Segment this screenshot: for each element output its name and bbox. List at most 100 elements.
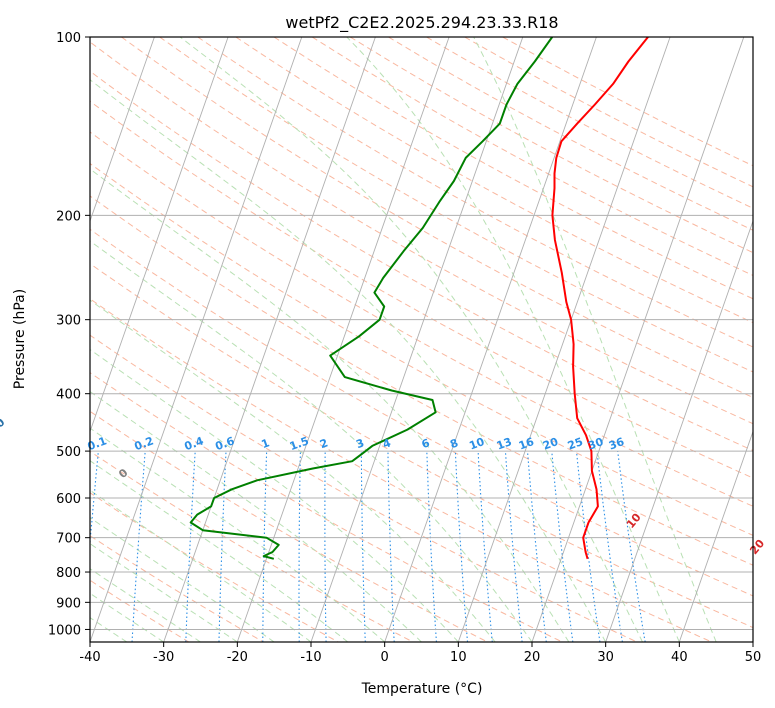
moist-adiabat-label: 20	[747, 537, 767, 557]
isotherm-line	[90, 37, 303, 642]
mixing-ratio-label: 25	[566, 435, 585, 452]
x-tick-label: -20	[227, 650, 248, 665]
dry-adiabat-line	[90, 263, 753, 629]
y-tick-label: 1000	[48, 623, 81, 638]
dry-adiabat-line	[90, 195, 753, 566]
chart-title: wetPf2_C2E2.2025.294.23.33.R18	[285, 13, 558, 33]
dry-adiabat-line	[159, 37, 753, 373]
mixing-ratio-line	[617, 451, 646, 642]
moist-adiabat-line	[90, 517, 275, 642]
moist-adiabat-line	[346, 37, 680, 642]
mixing-ratio-label: 1	[260, 436, 272, 451]
mixing-ratio-line	[360, 451, 366, 642]
mixing-ratio-label: 0.6	[213, 434, 236, 453]
dry-adiabat-line	[90, 41, 753, 425]
moist-adiabat-line	[90, 79, 607, 642]
isotherm-line	[163, 37, 376, 642]
x-tick-label: 40	[671, 650, 688, 665]
dry-adiabat-line	[273, 37, 753, 300]
dry-adiabat-label: -10	[0, 415, 8, 438]
dry-adiabat-line	[90, 162, 753, 536]
isotherm-line	[605, 219, 753, 642]
moist-adiabat-line	[90, 489, 312, 642]
x-tick-label: 0	[381, 650, 389, 665]
mixing-ratio-label: 4	[381, 436, 393, 451]
dry-adiabat-line	[90, 334, 638, 642]
y-tick-label: 400	[56, 388, 81, 403]
dry-adiabat-line	[235, 37, 753, 324]
dry-adiabat-label: 0	[116, 466, 131, 481]
dry-adiabat-line	[90, 579, 190, 642]
dry-adiabat-line	[90, 70, 753, 452]
y-tick-label: 700	[56, 532, 81, 547]
x-tick-label: -30	[153, 650, 174, 665]
isotherm-line	[678, 430, 753, 642]
moist-adiabat-line	[90, 299, 496, 642]
y-tick-label: 600	[56, 492, 81, 507]
moist-adiabat-line	[90, 427, 386, 642]
y-tick-label: 200	[56, 209, 81, 224]
y-axis-label: Pressure (hPa)	[12, 289, 28, 389]
mixing-ratio-label: 8	[448, 436, 460, 451]
mixing-ratio-label: 30	[586, 435, 605, 453]
dry-adiabat-line	[464, 37, 753, 188]
mixing-ratio-line	[298, 451, 301, 642]
mixing-ratio-label: 0.1	[86, 434, 109, 453]
isotherm-line	[457, 37, 671, 642]
dry-adiabat-line	[121, 37, 753, 399]
mixing-ratio-label: 3	[354, 436, 366, 451]
x-tick-label: -10	[300, 650, 321, 665]
dry-adiabat-line	[90, 100, 753, 479]
dewpoint-profile-line	[189, 37, 554, 560]
x-tick-label: 30	[597, 650, 614, 665]
mixing-ratio-line	[454, 451, 469, 642]
dry-adiabat-line	[90, 450, 414, 642]
isotherm-line	[90, 37, 155, 223]
mixing-ratio-label: 13	[495, 435, 514, 452]
moist-adiabat-line	[90, 240, 533, 642]
mixing-ratio-label: 0.2	[133, 434, 156, 453]
y-tick-label: 900	[56, 596, 81, 611]
dry-adiabat-line	[90, 131, 753, 507]
mixing-ratio-label: 36	[607, 435, 626, 453]
mixing-ratio-line	[575, 451, 601, 642]
dry-adiabat-line	[388, 37, 753, 231]
isotherm-line	[531, 37, 745, 642]
isotherm-line	[384, 37, 597, 642]
y-tick-label: 500	[56, 445, 81, 460]
x-tick-label: 20	[524, 650, 541, 665]
dry-adiabat-line	[90, 228, 753, 597]
moist-adiabat-line	[90, 391, 422, 642]
dry-adiabat-line	[502, 37, 753, 167]
mixing-ratio-line	[526, 451, 547, 642]
x-tick-label: 10	[450, 650, 467, 665]
isotherm-line	[310, 37, 524, 642]
mixing-ratio-label: 20	[541, 435, 560, 453]
dry-adiabat-line	[311, 37, 753, 276]
mixing-ratio-label: 6	[420, 436, 432, 451]
moist-adiabat-line	[179, 37, 643, 642]
isotherm-line	[90, 37, 229, 433]
mixing-ratio-line	[596, 451, 623, 642]
plot-frame	[89, 36, 754, 643]
moist-adiabat-line	[90, 168, 570, 642]
dry-adiabat-line	[90, 372, 563, 642]
mixing-ratio-label: 0.4	[183, 434, 206, 453]
mixing-ratio-line	[90, 451, 99, 550]
isotherm-line	[0, 37, 7, 642]
x-axis-label: Temperature (°C)	[361, 681, 483, 697]
mixing-ratio-line	[551, 451, 574, 642]
axes: -40 -30 -20 -10 0 10 20 30 40 5010020030040050060…	[48, 31, 761, 665]
mixing-ratio-line	[131, 451, 146, 642]
mixing-ratio-line	[504, 451, 523, 642]
mixing-ratio-line	[426, 451, 437, 642]
mixing-ratio-label: 16	[517, 435, 536, 453]
mixing-ratio-label: 2	[318, 436, 330, 451]
moist-adiabat-line	[473, 37, 717, 642]
dry-adiabat-line	[90, 492, 339, 642]
line-labels: -100-90-80-70-60-50-40-30-20-10010203040…	[0, 415, 767, 557]
mixing-ratio-label: 10	[467, 435, 486, 453]
moist-adiabat-line	[90, 348, 459, 642]
x-tick-label: -40	[79, 650, 100, 665]
